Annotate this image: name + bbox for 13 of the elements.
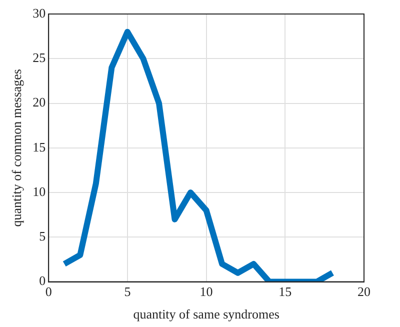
y-tick-label: 20	[32, 94, 46, 110]
y-tick-label: 5	[39, 228, 46, 244]
y-tick-label: 10	[32, 184, 46, 199]
x-tick-label: 20	[358, 284, 370, 300]
y-tick-label: 15	[32, 139, 46, 154]
x-tick-label: 10	[200, 284, 213, 300]
y-tick-label: 25	[32, 50, 46, 66]
y-axis-title: quantity of common messages	[9, 69, 24, 227]
x-axis-title: quantity of same syndromes	[133, 306, 280, 322]
x-tick-label: 15	[278, 284, 292, 300]
x-tick-label: 5	[124, 284, 131, 300]
y-tick-label: 0	[39, 273, 46, 288]
y-tick-label: 30	[32, 5, 46, 20]
